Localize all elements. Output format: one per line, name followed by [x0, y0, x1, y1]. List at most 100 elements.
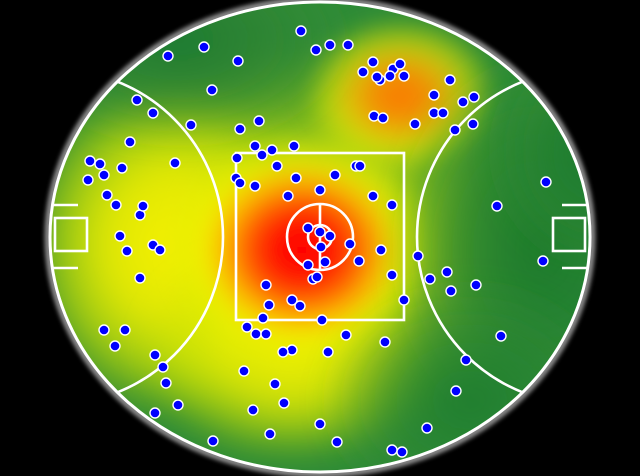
event-marker: [162, 50, 174, 62]
event-marker: [288, 140, 300, 152]
event-marker: [116, 162, 128, 174]
event-marker: [412, 250, 424, 262]
event-marker: [154, 244, 166, 256]
left-goal-square: [53, 216, 89, 253]
event-marker: [444, 74, 456, 86]
event-marker: [310, 44, 322, 56]
event-marker: [367, 56, 379, 68]
event-marker: [207, 435, 219, 447]
event-marker: [450, 385, 462, 397]
event-marker: [302, 222, 314, 234]
boundary-oval: [48, 0, 592, 474]
event-marker: [260, 279, 272, 291]
event-marker: [386, 269, 398, 281]
event-marker: [398, 70, 410, 82]
event-marker: [421, 422, 433, 434]
event-marker: [253, 115, 265, 127]
event-marker: [264, 428, 276, 440]
event-marker: [375, 244, 387, 256]
event-marker: [157, 361, 169, 373]
event-marker: [234, 177, 246, 189]
event-marker: [342, 39, 354, 51]
event-marker: [384, 70, 396, 82]
event-marker: [340, 329, 352, 341]
event-marker: [398, 294, 410, 306]
event-marker: [238, 365, 250, 377]
event-marker: [82, 174, 94, 186]
event-marker: [277, 346, 289, 358]
event-marker: [131, 94, 143, 106]
event-marker: [172, 399, 184, 411]
event-marker: [314, 418, 326, 430]
event-marker: [295, 25, 307, 37]
event-marker: [124, 136, 136, 148]
event-marker: [316, 314, 328, 326]
event-marker: [234, 123, 246, 135]
event-marker: [98, 169, 110, 181]
event-marker: [119, 324, 131, 336]
event-marker: [149, 349, 161, 361]
event-marker: [324, 230, 336, 242]
event-marker: [290, 172, 302, 184]
event-marker: [249, 140, 261, 152]
event-marker: [282, 190, 294, 202]
event-marker: [470, 279, 482, 291]
event-marker: [495, 330, 507, 342]
event-marker: [379, 336, 391, 348]
event-marker: [271, 160, 283, 172]
event-marker: [286, 294, 298, 306]
event-marker: [322, 346, 334, 358]
event-marker: [147, 107, 159, 119]
event-marker: [396, 446, 408, 458]
event-marker: [428, 89, 440, 101]
event-marker: [256, 149, 268, 161]
event-marker: [250, 328, 262, 340]
event-marker: [302, 259, 314, 271]
event-marker: [286, 344, 298, 356]
event-marker: [160, 377, 172, 389]
event-marker: [540, 176, 552, 188]
event-marker: [257, 312, 269, 324]
event-marker: [441, 266, 453, 278]
event-marker: [278, 397, 290, 409]
right-goal-square: [551, 216, 587, 253]
event-marker: [249, 180, 261, 192]
event-marker: [266, 144, 278, 156]
event-marker: [314, 184, 326, 196]
event-marker: [409, 118, 421, 130]
event-marker: [331, 436, 343, 448]
event-marker: [110, 199, 122, 211]
event-marker: [491, 200, 503, 212]
event-marker: [437, 107, 449, 119]
event-marker: [386, 444, 398, 456]
event-marker: [319, 256, 331, 268]
event-marker: [537, 255, 549, 267]
event-marker: [394, 58, 406, 70]
event-marker: [109, 340, 121, 352]
event-marker: [94, 158, 106, 170]
event-markers-layer: [82, 25, 552, 458]
event-marker: [367, 190, 379, 202]
event-marker: [231, 152, 243, 164]
event-marker: [263, 299, 275, 311]
event-marker: [98, 324, 110, 336]
event-marker: [149, 407, 161, 419]
event-marker: [467, 118, 479, 130]
event-marker: [294, 300, 306, 312]
event-marker: [247, 404, 259, 416]
event-marker: [329, 169, 341, 181]
event-marker: [449, 124, 461, 136]
event-marker: [468, 91, 480, 103]
event-marker: [457, 96, 469, 108]
event-marker: [377, 112, 389, 124]
event-marker: [424, 273, 436, 285]
event-marker: [324, 39, 336, 51]
event-marker: [344, 238, 356, 250]
event-marker: [137, 200, 149, 212]
event-marker: [445, 285, 457, 297]
event-marker: [269, 378, 281, 390]
event-marker: [134, 272, 146, 284]
event-marker: [101, 189, 113, 201]
event-marker: [121, 245, 133, 257]
